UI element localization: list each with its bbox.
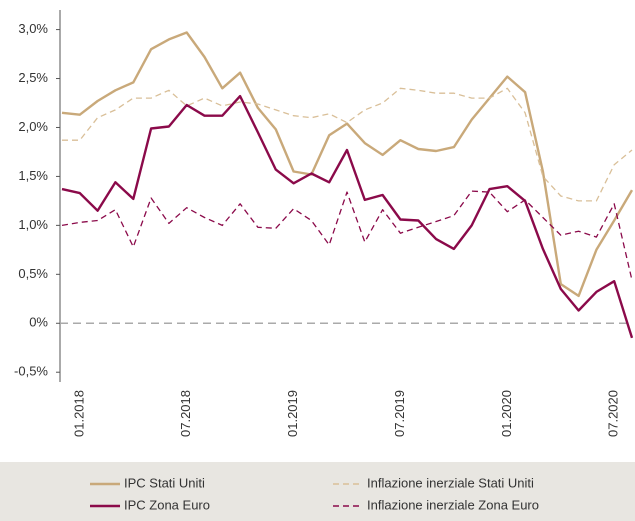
- y-tick-label: 0%: [29, 315, 48, 330]
- series-line: [61, 94, 634, 339]
- series-line: [62, 87, 633, 202]
- series-line: [61, 190, 633, 281]
- x-tick-label: 07.2018: [178, 390, 193, 437]
- y-tick-label: -0,5%: [14, 364, 48, 379]
- x-tick-label: 01.2018: [71, 390, 86, 437]
- y-tick-label: 1,5%: [18, 168, 48, 183]
- legend-label: Inflazione inerziale Zona Euro: [367, 497, 539, 512]
- x-tick-label: 07.2020: [606, 390, 621, 437]
- y-tick-label: 2,0%: [18, 119, 48, 134]
- y-tick-label: 3,0%: [18, 21, 48, 36]
- y-tick-label: 2,5%: [18, 70, 48, 85]
- legend-box: [0, 462, 635, 521]
- series-line: [61, 31, 634, 298]
- legend-label: Inflazione inerziale Stati Uniti: [367, 475, 534, 490]
- x-tick-label: 01.2020: [499, 390, 514, 437]
- y-tick-label: 1,0%: [18, 217, 48, 232]
- x-tick-label: 01.2019: [285, 390, 300, 437]
- legend-label: IPC Stati Uniti: [124, 475, 205, 490]
- y-tick-label: 0,5%: [18, 266, 48, 281]
- legend-label: IPC Zona Euro: [124, 497, 210, 512]
- x-tick-label: 07.2019: [392, 390, 407, 437]
